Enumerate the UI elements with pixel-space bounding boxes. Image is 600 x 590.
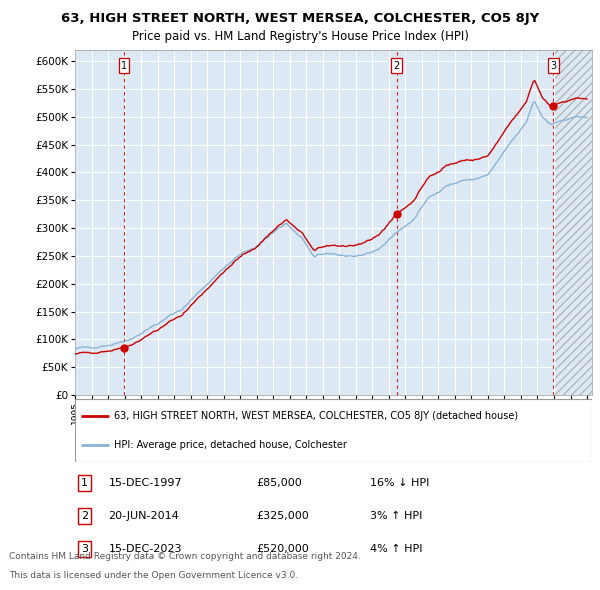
Text: This data is licensed under the Open Government Licence v3.0.: This data is licensed under the Open Gov… [9, 571, 298, 580]
Text: 63, HIGH STREET NORTH, WEST MERSEA, COLCHESTER, CO5 8JY: 63, HIGH STREET NORTH, WEST MERSEA, COLC… [61, 12, 539, 25]
Bar [556, 50, 595, 395]
Text: 15-DEC-2023: 15-DEC-2023 [109, 543, 182, 553]
Text: £325,000: £325,000 [256, 511, 309, 521]
Text: 2: 2 [81, 511, 88, 521]
Text: 20-JUN-2014: 20-JUN-2014 [109, 511, 179, 521]
Text: 3% ↑ HPI: 3% ↑ HPI [370, 511, 422, 521]
Text: 15-DEC-1997: 15-DEC-1997 [109, 478, 182, 489]
Text: HPI: Average price, detached house, Colchester: HPI: Average price, detached house, Colc… [114, 440, 347, 450]
Text: 3: 3 [81, 543, 88, 553]
Text: 16% ↓ HPI: 16% ↓ HPI [370, 478, 429, 489]
Text: 1: 1 [121, 61, 127, 71]
Text: Price paid vs. HM Land Registry's House Price Index (HPI): Price paid vs. HM Land Registry's House … [131, 30, 469, 43]
Text: 63, HIGH STREET NORTH, WEST MERSEA, COLCHESTER, CO5 8JY (detached house): 63, HIGH STREET NORTH, WEST MERSEA, COLC… [114, 411, 518, 421]
Text: £85,000: £85,000 [256, 478, 302, 489]
Text: 4% ↑ HPI: 4% ↑ HPI [370, 543, 422, 553]
Text: Contains HM Land Registry data © Crown copyright and database right 2024.: Contains HM Land Registry data © Crown c… [9, 552, 361, 561]
Text: £520,000: £520,000 [256, 543, 309, 553]
Text: 1: 1 [81, 478, 88, 489]
Text: 3: 3 [550, 61, 556, 71]
Text: 2: 2 [394, 61, 400, 71]
